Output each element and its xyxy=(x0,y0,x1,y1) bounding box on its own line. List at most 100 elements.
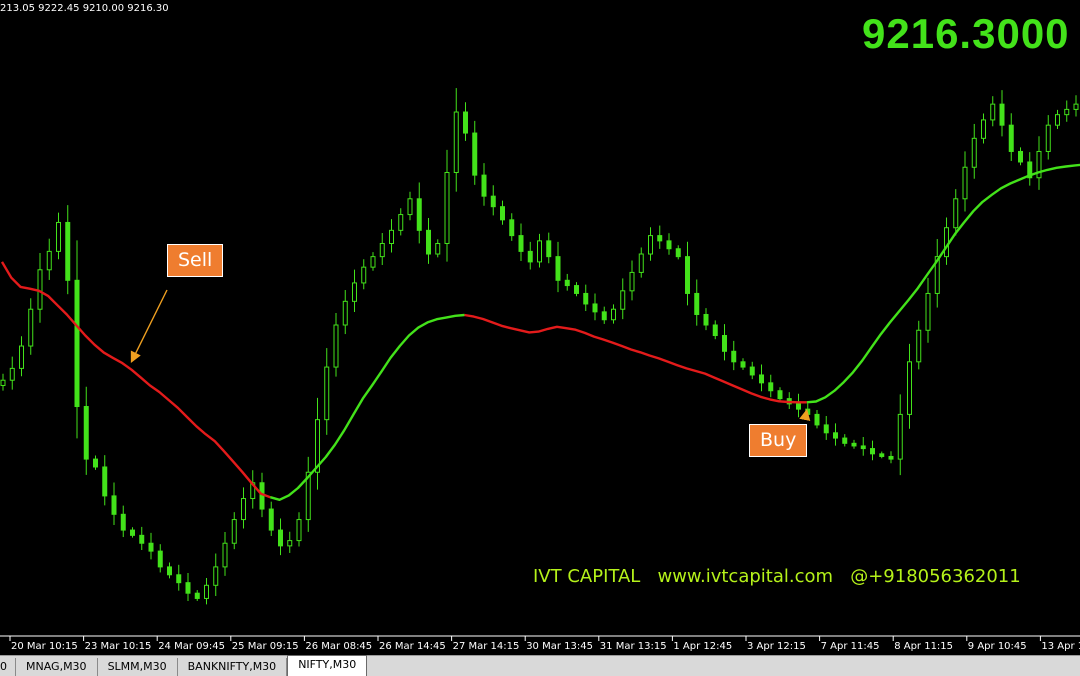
tab-partial[interactable]: 0 xyxy=(0,658,16,676)
candle xyxy=(9,356,15,390)
candle xyxy=(56,212,61,260)
candle xyxy=(287,531,293,553)
tab-mnag[interactable]: MNAG,M30 xyxy=(16,658,98,676)
candle xyxy=(1027,152,1033,186)
candle xyxy=(83,386,89,475)
candle xyxy=(19,336,24,377)
ma-segment-down xyxy=(0,261,271,499)
tab-slmm[interactable]: SLMM,M30 xyxy=(97,658,178,676)
candle xyxy=(472,120,478,185)
candle xyxy=(814,410,820,429)
candle xyxy=(379,233,385,266)
candle xyxy=(703,308,709,331)
x-tick-label: 24 Mar 09:45 xyxy=(158,641,225,652)
buy-signal-label: Buy xyxy=(749,424,808,457)
candle xyxy=(611,304,616,324)
candle xyxy=(990,96,996,127)
x-tick-label: 26 Mar 14:45 xyxy=(379,641,446,652)
candle xyxy=(481,163,487,206)
moving-average-line xyxy=(0,163,1080,501)
candle xyxy=(315,397,320,490)
candle xyxy=(583,284,589,312)
candle xyxy=(786,392,792,410)
x-tick-label: 13 Apr 1 xyxy=(1041,641,1080,652)
candle xyxy=(842,434,848,447)
candle xyxy=(324,348,330,435)
candle xyxy=(250,470,256,509)
candle xyxy=(500,200,505,225)
candle xyxy=(971,123,977,179)
candle xyxy=(1064,100,1070,122)
x-tick-label: 30 Mar 13:45 xyxy=(526,641,593,652)
candle xyxy=(1073,95,1079,117)
candle xyxy=(389,219,394,253)
candle xyxy=(398,208,404,236)
candle xyxy=(777,387,783,402)
time-axis: 20 Mar 10:15 23 Mar 10:15 24 Mar 09:45 25 M… xyxy=(9,636,1080,652)
candle xyxy=(897,394,903,476)
candle xyxy=(916,320,922,370)
ma-segment-down xyxy=(464,313,807,404)
candle xyxy=(139,526,145,550)
candle xyxy=(426,218,431,264)
candle xyxy=(907,343,912,429)
x-tick-label: 7 Apr 11:45 xyxy=(821,641,880,652)
candle xyxy=(102,455,108,506)
candle xyxy=(407,191,413,221)
candle xyxy=(731,340,737,371)
tab-banknifty[interactable]: BANKNIFTY,M30 xyxy=(177,658,288,676)
candle xyxy=(648,227,653,261)
symbol-tab-bar: 0 MNAG,M30 SLMM,M30 BANKNIFTY,M30 NIFTY,… xyxy=(0,655,1080,676)
candle xyxy=(629,260,635,301)
candle xyxy=(204,577,209,605)
candle xyxy=(879,451,885,459)
x-tick-label: 1 Apr 12:45 xyxy=(673,641,732,652)
ma-segment-up xyxy=(806,163,1080,404)
candle xyxy=(509,213,515,241)
candle xyxy=(675,245,681,260)
candle xyxy=(111,482,117,526)
candle xyxy=(490,185,496,216)
candle xyxy=(241,487,246,529)
candle xyxy=(37,252,43,323)
candle xyxy=(657,225,663,249)
candle xyxy=(416,182,422,244)
candle xyxy=(268,501,274,536)
candle xyxy=(176,564,182,591)
x-tick-label: 26 Mar 08:45 xyxy=(305,641,372,652)
buy-arrow xyxy=(799,408,811,422)
candle xyxy=(796,393,801,418)
candle xyxy=(925,277,931,343)
candle xyxy=(120,505,126,538)
x-tick-label: 8 Apr 11:15 xyxy=(894,641,953,652)
candle xyxy=(555,241,561,293)
candle xyxy=(305,456,311,532)
candle xyxy=(167,562,172,579)
candle xyxy=(65,205,71,295)
candle xyxy=(860,437,866,456)
candle xyxy=(527,241,533,270)
ma-segment-up xyxy=(269,313,465,501)
watermark-contact: IVT CAPITAL www.ivtcapital.com @+9180563… xyxy=(533,566,1021,587)
candle xyxy=(564,273,570,291)
candle xyxy=(28,298,34,355)
candle xyxy=(888,451,894,464)
candle xyxy=(749,361,755,380)
sell-signal-label: Sell xyxy=(167,244,224,277)
candle xyxy=(213,553,219,597)
x-tick-label: 23 Mar 10:15 xyxy=(85,641,152,652)
candle xyxy=(453,88,459,192)
candle xyxy=(463,102,468,141)
candle xyxy=(851,439,857,449)
x-tick-label: 27 Mar 14:15 xyxy=(453,641,520,652)
candle xyxy=(148,532,154,560)
candle xyxy=(620,278,626,320)
sell-arrow xyxy=(130,289,168,363)
candle xyxy=(638,247,644,278)
candle xyxy=(194,590,200,601)
candle xyxy=(722,324,727,361)
candle xyxy=(185,572,191,601)
tab-nifty[interactable]: NIFTY,M30 xyxy=(287,655,368,676)
candle xyxy=(518,223,524,262)
